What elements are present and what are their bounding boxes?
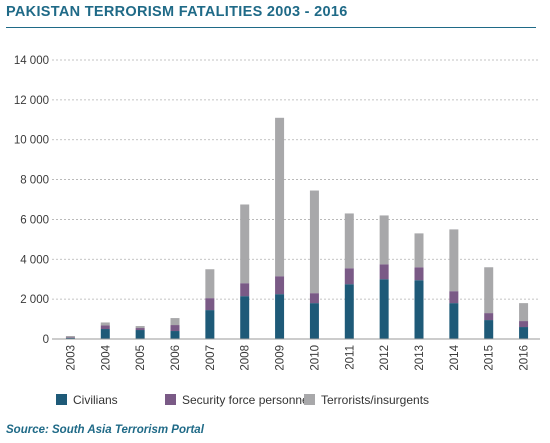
x-tick-label: 2010 [309, 345, 321, 371]
bar-segment [205, 310, 215, 339]
y-tick-label: 6 000 [20, 214, 49, 226]
bar-segment [170, 325, 180, 332]
x-tick-label: 2009 [275, 345, 287, 371]
bar-segment [240, 296, 250, 339]
bar-segment [344, 268, 354, 285]
bar-segment [205, 269, 215, 299]
bar-segment [449, 229, 459, 292]
bar-segment [414, 267, 424, 281]
bar-segment [65, 336, 75, 338]
legend-label: Civilians [73, 393, 118, 407]
x-tick-label: 2015 [484, 345, 496, 371]
y-tick-label: 12 000 [14, 95, 49, 107]
bar-segment [484, 313, 494, 321]
y-tick-label: 4 000 [20, 254, 49, 266]
x-tick-label: 2011 [344, 345, 356, 370]
bar-segment [275, 117, 285, 277]
bar-segment [414, 233, 424, 268]
bar-segment [309, 293, 319, 304]
legend-swatch [304, 394, 315, 405]
bar-segment [414, 280, 424, 339]
bar-segment [344, 213, 354, 269]
legend-label: Terrorists/insurgents [321, 393, 429, 407]
bar-segment [519, 327, 529, 339]
x-tick-label: 2007 [205, 345, 217, 371]
bar-segment [100, 325, 110, 330]
bar-segment [205, 298, 215, 311]
x-tick-label: 2004 [100, 344, 112, 370]
bar-segment [135, 328, 145, 331]
bars [65, 117, 529, 339]
legend: Civilians Security force personnel Terrori… [56, 393, 429, 407]
bar-segment [344, 284, 354, 339]
bar-segment [170, 318, 180, 326]
bar-segment [379, 264, 389, 280]
x-axis-tick-labels: 2003 2004 2005 2006 2007 2008 2009 2010 2011 2012… [65, 344, 530, 370]
y-tick-label: 0 [43, 334, 49, 346]
bar-segment [240, 283, 250, 297]
bar-segment [309, 303, 319, 339]
y-tick-label: 2 000 [20, 294, 49, 306]
y-tick-label: 8 000 [20, 175, 49, 187]
bar-segment [484, 320, 494, 339]
chart-title: PAKISTAN TERRORISM FATALITIES 2003 - 201… [6, 4, 348, 20]
bar-segment [379, 279, 389, 339]
x-tick-label: 2012 [379, 345, 391, 371]
bar-segment [275, 276, 285, 295]
bar-segment [519, 303, 529, 322]
bar-segment [379, 215, 389, 265]
x-tick-label: 2008 [240, 345, 252, 371]
bar-segment [275, 294, 285, 339]
bar-segment [135, 330, 145, 339]
bar-segment [309, 190, 319, 294]
bar-segment [484, 267, 494, 314]
x-tick-label: 2014 [449, 344, 461, 370]
bar-segment [449, 303, 459, 339]
bar-segment [170, 331, 180, 339]
source-note: Source: South Asia Terrorism Portal [6, 424, 204, 436]
y-tick-label: 14 000 [14, 55, 49, 67]
x-tick-label: 2016 [519, 345, 531, 371]
x-tick-label: 2005 [135, 345, 147, 371]
bar-segment [100, 322, 110, 326]
bar-segment [135, 326, 145, 329]
x-tick-label: 2003 [65, 345, 77, 371]
bar-segment [449, 291, 459, 304]
legend-swatch [165, 394, 176, 405]
bar-segment [65, 337, 75, 339]
bar-segment [519, 321, 529, 328]
bar-segment [100, 329, 110, 339]
bar-segment [240, 204, 250, 284]
legend-swatch [56, 394, 67, 405]
y-axis-tick-labels: 0 2 000 4 000 6 000 8 000 10 000 12 000 14 000 [14, 55, 49, 346]
gridlines [52, 59, 540, 300]
title-divider [6, 27, 536, 28]
x-tick-label: 2006 [170, 345, 182, 371]
y-tick-label: 10 000 [14, 135, 49, 147]
x-tick-label: 2013 [414, 345, 426, 371]
legend-label: Security force personnel [182, 393, 311, 407]
